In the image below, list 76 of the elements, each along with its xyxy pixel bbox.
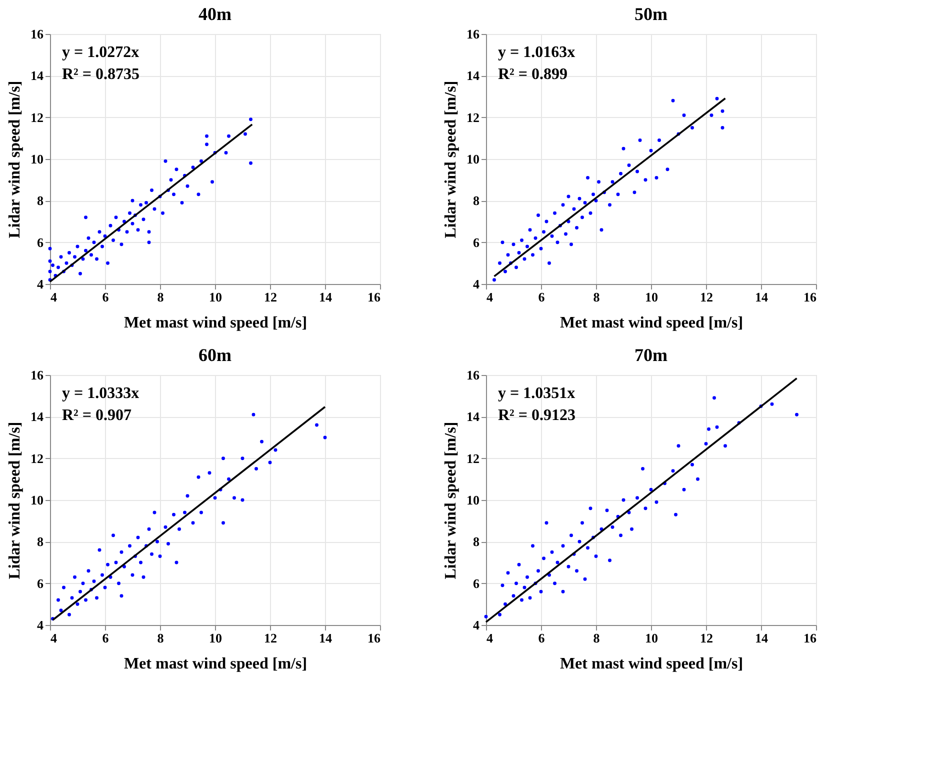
x-axis-title: Met mast wind speed [m/s] [560, 314, 744, 332]
y-tick-label: 8 [473, 193, 480, 208]
x-tick-label: 6 [102, 290, 110, 304]
chart-title: 70m [634, 345, 668, 365]
y-tick-label: 14 [466, 68, 480, 84]
x-tick-label: 12 [700, 630, 713, 646]
y-tick-label: 12 [466, 110, 480, 125]
chart-title: 50m [634, 4, 668, 24]
x-tick-label: 16 [368, 630, 381, 646]
x-tick-label: 16 [804, 630, 817, 646]
y-tick-label: 8 [37, 534, 44, 550]
x-tick-label: 8 [157, 630, 164, 646]
x-tick-label: 12 [700, 290, 713, 304]
x-tick-label: 14 [755, 630, 768, 646]
y-axis-title: Lidar wind speed [m/s] [6, 80, 24, 238]
x-tick-label: 14 [319, 630, 332, 646]
annotation: y = 1.0272x [62, 44, 140, 61]
y-tick-label: 6 [37, 576, 44, 591]
y-tick-label: 14 [30, 68, 44, 84]
x-tick-label: 4 [50, 630, 58, 646]
y-tick-label: 16 [30, 368, 44, 382]
x-tick-label: 16 [804, 290, 817, 304]
y-tick-label: 16 [466, 26, 480, 42]
y-tick-label: 6 [473, 234, 480, 250]
chart-title: 40m [198, 4, 232, 24]
y-tick-label: 12 [30, 110, 44, 125]
y-axis-title: Lidar wind speed [m/s] [6, 422, 24, 580]
y-tick-label: 14 [30, 409, 44, 424]
y-tick-label: 8 [37, 193, 44, 208]
x-tick-label: 6 [102, 630, 110, 646]
y-tick-label: 8 [473, 534, 480, 550]
x-tick-label: 12 [264, 630, 277, 646]
x-tick-label: 4 [50, 290, 58, 304]
y-tick-label: 12 [466, 450, 480, 466]
y-tick-label: 4 [473, 276, 480, 292]
y-tick-label: 10 [30, 152, 44, 166]
x-tick-label: 14 [755, 290, 768, 304]
x-tick-label: 6 [538, 290, 546, 304]
y-axis-title: Lidar wind speed [m/s] [442, 80, 460, 238]
y-tick-label: 10 [30, 492, 44, 508]
annotation: R² = 0.8735 [62, 66, 140, 83]
x-tick-label: 4 [486, 290, 494, 304]
y-tick-label: 4 [473, 618, 480, 632]
x-tick-label: 8 [157, 290, 164, 304]
annotation: R² = 0.899 [498, 66, 568, 83]
y-tick-label: 12 [30, 450, 44, 466]
y-tick-label: 4 [37, 618, 44, 632]
x-axis-title: Met mast wind speed [m/s] [124, 656, 308, 672]
chart-title: 60m [198, 345, 232, 365]
y-tick-label: 6 [37, 234, 44, 250]
x-axis-title: Met mast wind speed [m/s] [124, 314, 308, 332]
x-tick-label: 6 [538, 630, 546, 646]
annotation: y = 1.0163x [498, 44, 576, 61]
annotation: y = 1.0333x [62, 385, 140, 402]
x-axis-title: Met mast wind speed [m/s] [560, 656, 744, 672]
y-tick-label: 6 [473, 576, 480, 591]
x-tick-label: 10 [209, 630, 222, 646]
x-tick-label: 4 [486, 630, 494, 646]
y-tick-label: 10 [466, 492, 480, 508]
y-tick-label: 4 [37, 276, 44, 292]
x-tick-label: 10 [645, 630, 658, 646]
y-tick-label: 16 [466, 368, 480, 382]
x-tick-label: 12 [264, 290, 277, 304]
x-tick-label: 14 [319, 290, 332, 304]
x-tick-label: 8 [593, 630, 600, 646]
x-tick-label: 10 [645, 290, 658, 304]
x-tick-label: 8 [593, 290, 600, 304]
y-tick-label: 14 [466, 409, 480, 424]
annotation: y = 1.0351x [498, 385, 576, 402]
y-tick-label: 10 [466, 152, 480, 166]
annotation: R² = 0.9123 [498, 407, 576, 424]
x-tick-label: 10 [209, 290, 222, 304]
x-tick-label: 16 [368, 290, 381, 304]
y-axis-title: Lidar wind speed [m/s] [442, 422, 460, 580]
annotation: R² = 0.907 [62, 407, 132, 424]
y-tick-label: 16 [30, 26, 44, 42]
